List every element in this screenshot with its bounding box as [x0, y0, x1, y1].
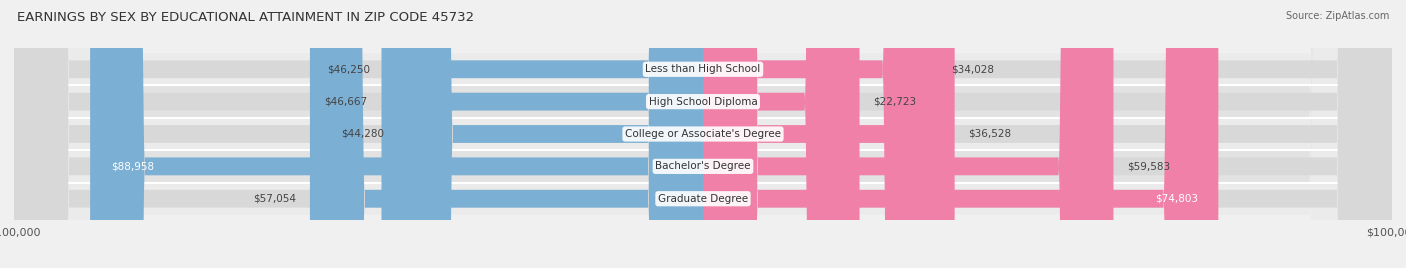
Text: Bachelor's Degree: Bachelor's Degree	[655, 161, 751, 171]
Text: $57,054: $57,054	[253, 194, 297, 204]
FancyBboxPatch shape	[14, 0, 1392, 268]
FancyBboxPatch shape	[90, 0, 703, 268]
Text: Less than High School: Less than High School	[645, 64, 761, 74]
Text: Source: ZipAtlas.com: Source: ZipAtlas.com	[1285, 11, 1389, 21]
Text: $34,028: $34,028	[952, 64, 994, 74]
FancyBboxPatch shape	[14, 0, 1392, 268]
FancyBboxPatch shape	[14, 0, 1392, 268]
FancyBboxPatch shape	[384, 0, 703, 268]
FancyBboxPatch shape	[14, 0, 1392, 268]
Text: High School Diploma: High School Diploma	[648, 97, 758, 107]
FancyBboxPatch shape	[703, 0, 955, 268]
Text: $88,958: $88,958	[111, 161, 153, 171]
Text: $44,280: $44,280	[342, 129, 384, 139]
FancyBboxPatch shape	[703, 0, 938, 268]
Text: $59,583: $59,583	[1128, 161, 1170, 171]
Text: EARNINGS BY SEX BY EDUCATIONAL ATTAINMENT IN ZIP CODE 45732: EARNINGS BY SEX BY EDUCATIONAL ATTAINMEN…	[17, 11, 474, 24]
Text: $46,250: $46,250	[328, 64, 371, 74]
FancyBboxPatch shape	[703, 0, 1219, 268]
FancyBboxPatch shape	[14, 0, 1392, 268]
FancyBboxPatch shape	[703, 0, 859, 268]
Text: $22,723: $22,723	[873, 97, 917, 107]
FancyBboxPatch shape	[14, 0, 1392, 268]
FancyBboxPatch shape	[398, 0, 703, 268]
Text: College or Associate's Degree: College or Associate's Degree	[626, 129, 780, 139]
FancyBboxPatch shape	[381, 0, 703, 268]
FancyBboxPatch shape	[14, 0, 1392, 268]
FancyBboxPatch shape	[703, 0, 1114, 268]
FancyBboxPatch shape	[14, 0, 1392, 268]
FancyBboxPatch shape	[14, 0, 1392, 268]
FancyBboxPatch shape	[14, 0, 1392, 268]
FancyBboxPatch shape	[309, 0, 703, 268]
Text: $36,528: $36,528	[969, 129, 1011, 139]
Text: Graduate Degree: Graduate Degree	[658, 194, 748, 204]
Text: $74,803: $74,803	[1154, 194, 1198, 204]
Text: $46,667: $46,667	[325, 97, 368, 107]
